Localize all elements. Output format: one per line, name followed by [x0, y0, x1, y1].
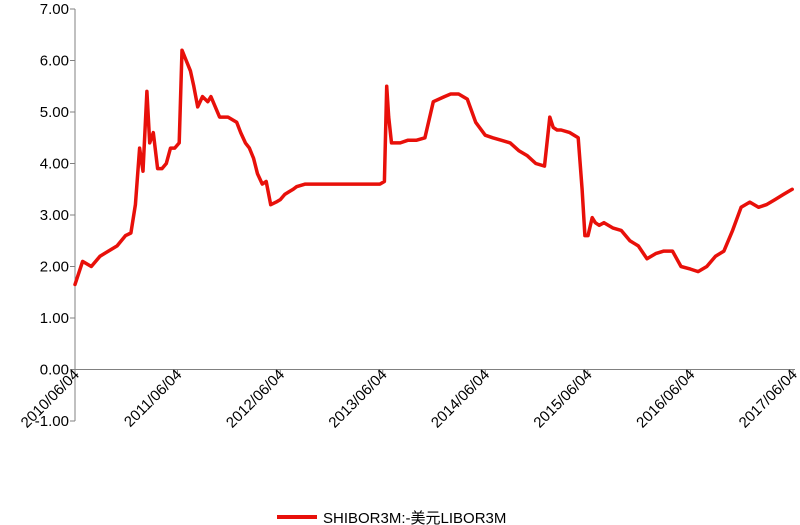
y-tick-label: 4.00: [40, 156, 69, 173]
legend: SHIBOR3M:-美元LIBOR3M: [277, 510, 506, 525]
x-tick-label: 2012/06/04: [223, 366, 288, 431]
y-tick-label: 3.00: [40, 207, 69, 224]
x-tick-label: 2015/06/04: [530, 366, 595, 431]
x-axis: 2010/06/04 2011/06/04 2012/06/04 2013/06/04…: [18, 366, 800, 431]
y-tick-label: -1.00: [35, 413, 69, 430]
series-line: [73, 48, 794, 287]
x-tick-label: 2017/06/04: [736, 366, 800, 431]
x-tick-label: 2014/06/04: [428, 366, 493, 431]
y-tick-label: 7.00: [40, 1, 69, 18]
y-tick-label: 2.00: [40, 259, 69, 276]
y-tick-label: 1.00: [40, 310, 69, 327]
x-tick-label: 2013/06/04: [325, 366, 390, 431]
x-tick-label: 2011/06/04: [121, 366, 185, 430]
series-group: [73, 48, 794, 287]
x-tick-label: 2016/06/04: [633, 366, 698, 431]
y-tick-label: 5.00: [40, 104, 69, 121]
legend-label: SHIBOR3M:-美元LIBOR3M: [323, 510, 506, 525]
y-tick-label: 6.00: [40, 53, 69, 70]
y-tick-label: 0.00: [40, 362, 69, 379]
y-axis: -1.00 0.00 1.00 2.00 3.00 4.00 5.00 6.00 7.00: [35, 1, 76, 430]
